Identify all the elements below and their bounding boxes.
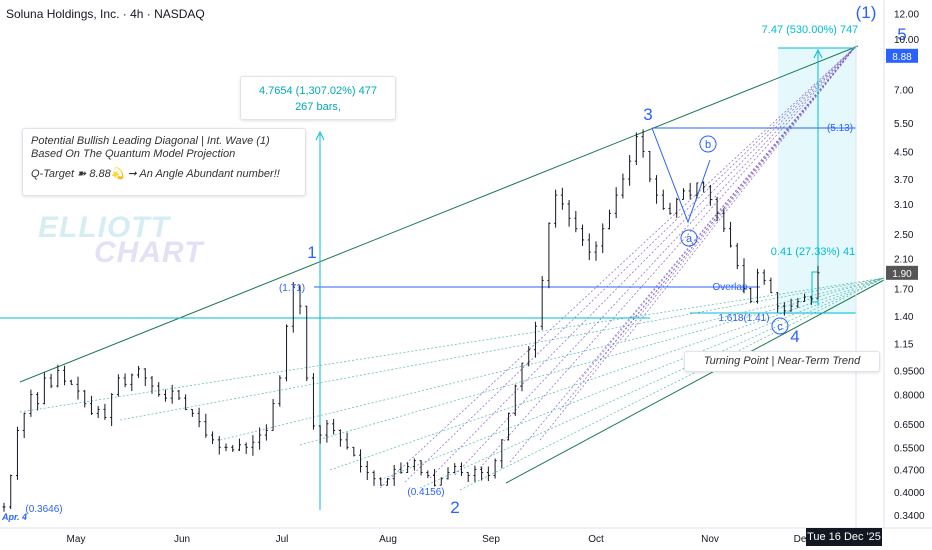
lower-trendline	[505, 279, 885, 484]
fan-line	[539, 45, 857, 441]
wave-3-label: 3	[643, 105, 652, 124]
fan-line-secondary	[299, 277, 885, 446]
note-line3: Q-Target ➽ 8.88💫 ➞ An Angle Abundant num…	[31, 168, 280, 180]
wave-c-label: c	[777, 321, 783, 333]
x-tick-label: Jul	[276, 534, 289, 545]
wave-circle	[771, 317, 789, 335]
y-tick-label: 7.00	[894, 85, 914, 96]
wave-1-label: 1	[307, 243, 316, 262]
y-tick-label: 3.10	[894, 200, 914, 211]
x-tick-label: Oct	[588, 534, 604, 545]
y-tick-label: 3.70	[894, 175, 914, 186]
start-price: (0.3646)	[25, 504, 62, 515]
current-price-label: 1.90	[892, 269, 912, 280]
y-tick-label: 1.70	[894, 284, 914, 295]
fan-line	[429, 45, 857, 479]
wave-b-label: b	[705, 139, 711, 151]
upper-trendline	[19, 45, 859, 383]
x-tick-label: Jun	[174, 534, 190, 545]
y-tick-label: 2.10	[894, 255, 914, 266]
x-tick-label: Aug	[379, 534, 397, 545]
wave-circle	[680, 229, 698, 247]
fan-line	[454, 45, 857, 476]
y-tick-label: 1.40	[894, 312, 914, 323]
high-3-price: (5.13)	[827, 123, 853, 134]
start-date-label: Apr. 4	[1, 512, 27, 522]
fan-line-secondary	[19, 277, 885, 413]
crosshair-date: Tue 16 Dec '25	[806, 528, 882, 546]
y-axis: 12.00 10.00 8.88 7.00 5.50 4.50 3.70 3.10 2.50 2.…	[886, 9, 925, 522]
y-tick-label: 4.50	[894, 147, 914, 158]
measure-line1: 4.7654 (1,307.02%) 477	[258, 85, 378, 97]
x-tick-label: Nov	[701, 534, 719, 545]
y-tick-label: 0.9500	[894, 366, 925, 377]
current-price-tag	[886, 265, 918, 280]
wave-4-label: 4	[790, 327, 799, 346]
watermark-line1: ELLIOTT	[38, 211, 170, 244]
measure-box: 4.7654 (1,307.02%) 477 267 bars,	[240, 76, 396, 120]
note-line1: Potential Bullish Leading Diagonal | Int…	[31, 135, 270, 147]
abc-path	[651, 127, 711, 224]
y-tick-label: 0.8000	[894, 391, 925, 402]
wave-degree-label: (1)	[856, 3, 877, 22]
fan-line-secondary	[459, 277, 885, 491]
y-tick-label: 12.00	[894, 9, 919, 20]
high-1-price: (1.71)	[279, 283, 305, 294]
wave-2-label: 2	[450, 498, 459, 517]
y-tick-label: 0.3400	[894, 511, 925, 522]
chart-title: Soluna Holdings, Inc. · 4h · NASDAQ	[6, 7, 205, 21]
overlap-label: Overlap	[712, 282, 747, 293]
measure-line2: 267 bars,	[295, 101, 341, 113]
x-tick-label: Sep	[482, 534, 500, 545]
y-tick-label: 10.00	[894, 35, 919, 46]
y-tick-label: 1.15	[894, 339, 914, 350]
fan-line	[599, 45, 857, 361]
fan-line-secondary	[219, 277, 885, 441]
y-tick-label: 5.50	[894, 119, 914, 130]
x-tick-label: De	[794, 534, 807, 545]
trend-lines	[0, 40, 885, 528]
fan-line	[404, 45, 857, 483]
price-series	[2, 129, 820, 512]
target-arrow	[813, 48, 823, 59]
turning-point-label: Turning Point | Near-Term Trend	[684, 351, 880, 372]
y-tick-label: 0.4000	[894, 488, 925, 499]
y-tick-label: 2.50	[894, 230, 914, 241]
target-price-label: 8.88	[892, 52, 912, 63]
y-tick-label: 0.6500	[894, 420, 925, 431]
fan-line-secondary	[119, 277, 885, 421]
fan-line-secondary	[419, 277, 885, 489]
target-price-tag	[886, 48, 918, 63]
fan-line-secondary	[329, 277, 885, 471]
analysis-note: Potential Bullish Leading Diagonal | Int…	[22, 128, 306, 196]
wave-a-label: a	[686, 233, 693, 245]
y-tick-label: 0.4700	[894, 465, 925, 476]
x-tick-label: May	[67, 534, 86, 545]
measure-arrow	[315, 130, 325, 141]
recent-measure-label: 0.41 (27.33%) 41	[771, 246, 855, 258]
fib-label: 1.618(1.41)	[718, 313, 769, 324]
wave-circle	[699, 135, 717, 153]
target-measure-label: 7.47 (530.00%) 747	[762, 24, 859, 36]
fan-line	[379, 45, 857, 489]
low-2-price: (0.4156)	[407, 487, 444, 498]
x-axis: May Jun Jul Aug Sep Oct Nov De	[67, 534, 807, 545]
watermark-line2: CHART	[94, 236, 204, 269]
y-tick-label: 0.5500	[894, 443, 925, 454]
annotations: 1 2 3 4 5 (1) a b c (1.71) (0.4156) (0.3646) (5.13) O…	[1, 3, 907, 522]
fan-line-secondary	[379, 277, 885, 481]
note-line2: Based On The Quantum Model Projection	[31, 148, 236, 160]
wave-5-label: 5	[897, 25, 906, 44]
